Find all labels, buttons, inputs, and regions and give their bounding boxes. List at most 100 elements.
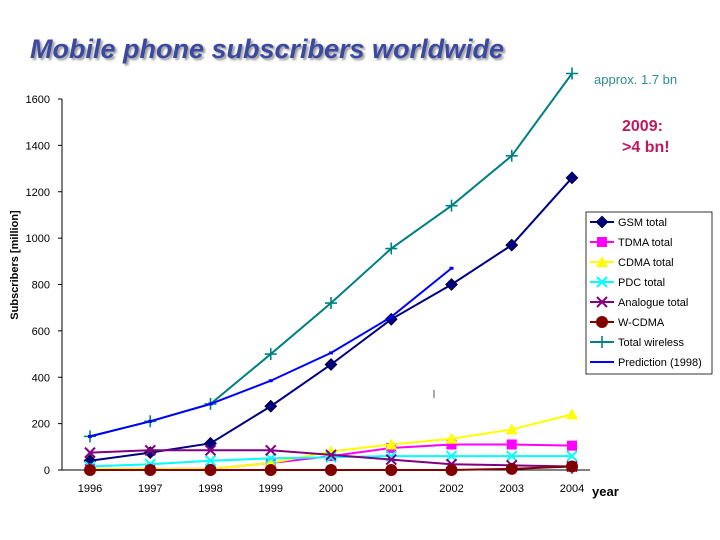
- data-point: [505, 462, 518, 475]
- x-tick-label: 1997: [138, 483, 162, 495]
- data-point: [385, 242, 398, 255]
- legend-label: PDC total: [618, 277, 665, 289]
- data-point: [505, 238, 519, 252]
- data-point: [204, 444, 217, 456]
- data-point: [506, 450, 518, 462]
- x-tick-label: 1998: [198, 483, 222, 495]
- data-point: [385, 453, 397, 466]
- y-axis-label: Subscribers [million]: [9, 210, 21, 320]
- y-tick-label: 1200: [26, 187, 50, 199]
- data-point: [384, 312, 398, 326]
- annotation-2009-line2: >4 bn!: [622, 139, 670, 156]
- data-point: [445, 450, 458, 462]
- data-point: [265, 452, 277, 465]
- data-point: [567, 440, 577, 451]
- legend-item: PDC total: [590, 276, 665, 289]
- annotation-2009-line1: 2009:: [622, 118, 663, 135]
- data-point: [143, 446, 157, 460]
- legend-label: Analogue total: [618, 297, 688, 309]
- data-point: [566, 67, 578, 80]
- y-tick-label: 800: [32, 280, 50, 292]
- y-tick-label: 1400: [26, 140, 50, 152]
- legend-marker: [596, 256, 608, 267]
- data-point: [445, 432, 458, 444]
- legend-marker: [596, 276, 608, 288]
- data-point: [204, 436, 217, 450]
- data-point: [88, 434, 92, 438]
- data-point: [264, 348, 277, 361]
- data-point: [84, 446, 96, 459]
- data-point: [325, 449, 337, 461]
- series-gsm-total: [83, 171, 579, 468]
- y-tick-label: 1600: [26, 94, 50, 106]
- data-point: [566, 450, 578, 462]
- legend-marker: [597, 237, 607, 247]
- data-point: [505, 423, 518, 435]
- data-point: [385, 438, 398, 450]
- annotation-2009-forecast: 2009: >4 bn!: [622, 116, 670, 158]
- legend: GSM total TDMA total CDMA total PDC total An…: [585, 211, 713, 375]
- series-layer: [83, 67, 579, 476]
- legend-marker: [595, 215, 609, 229]
- y-tick-label: 0: [44, 465, 50, 477]
- legend-label: W-CDMA: [618, 317, 665, 329]
- legend-frame: [585, 211, 713, 375]
- data-point: [144, 444, 156, 456]
- legend-item: Prediction (1998): [590, 357, 702, 369]
- x-tick-label: 2004: [560, 483, 584, 495]
- data-point: [506, 439, 517, 450]
- data-point: [566, 460, 578, 473]
- x-tick-label: 2001: [379, 483, 403, 495]
- series-line: [89, 72, 573, 438]
- data-point: [84, 464, 96, 476]
- data-point: [324, 358, 338, 371]
- data-point: [385, 464, 398, 476]
- legend-label: GSM total: [618, 217, 667, 229]
- series-total-wireless: [84, 67, 578, 443]
- legend-item: Total wireless: [590, 336, 685, 349]
- legend-item: CDMA total: [590, 256, 674, 269]
- legend-item: W-CDMA: [590, 316, 665, 329]
- legend-marker: [596, 296, 608, 308]
- x-tick-label: 2003: [500, 483, 524, 495]
- x-axis-label: year: [592, 484, 619, 499]
- legend-marker: [596, 316, 608, 328]
- series-prediction-1998: [88, 266, 454, 438]
- legend-label: Prediction (1998): [618, 357, 702, 369]
- x-tick-label: 1999: [259, 483, 283, 495]
- data-point: [325, 464, 337, 476]
- data-point: [208, 402, 213, 406]
- series-w-cdma: [84, 460, 578, 476]
- data-point: [329, 351, 333, 355]
- data-point: [449, 266, 454, 270]
- data-point: [446, 439, 457, 450]
- data-point: [389, 315, 394, 319]
- data-point: [265, 444, 277, 456]
- legend-item: GSM total: [590, 215, 667, 229]
- data-point: [445, 278, 458, 291]
- x-tick-label: 1996: [78, 483, 102, 495]
- y-tick-label: 1000: [26, 233, 50, 245]
- annotation-approx: approx. 1.7 bn: [594, 72, 678, 87]
- legend-label: Total wireless: [618, 337, 685, 349]
- data-point: [325, 297, 337, 310]
- data-point: [204, 464, 217, 476]
- legend-label: CDMA total: [618, 257, 674, 269]
- legend-item: Analogue total: [590, 296, 688, 309]
- data-point: [148, 419, 153, 423]
- data-point: [505, 149, 518, 162]
- x-tick-label: 2000: [319, 483, 343, 495]
- data-point: [445, 199, 458, 212]
- data-point: [204, 455, 217, 467]
- axis-layer: 0 200 400 600 800 1000 1200 1400 1600 1996 1997 199…: [26, 94, 590, 495]
- legend-label: TDMA total: [618, 237, 672, 249]
- legend-item: TDMA total: [590, 237, 672, 249]
- y-tick-label: 200: [32, 419, 50, 431]
- data-point: [565, 171, 579, 185]
- page-title: Mobile phone subscribers worldwide: [30, 34, 505, 64]
- data-point: [264, 464, 277, 476]
- y-tick-label: 400: [32, 372, 50, 384]
- data-point: [264, 399, 278, 413]
- data-point: [144, 464, 157, 476]
